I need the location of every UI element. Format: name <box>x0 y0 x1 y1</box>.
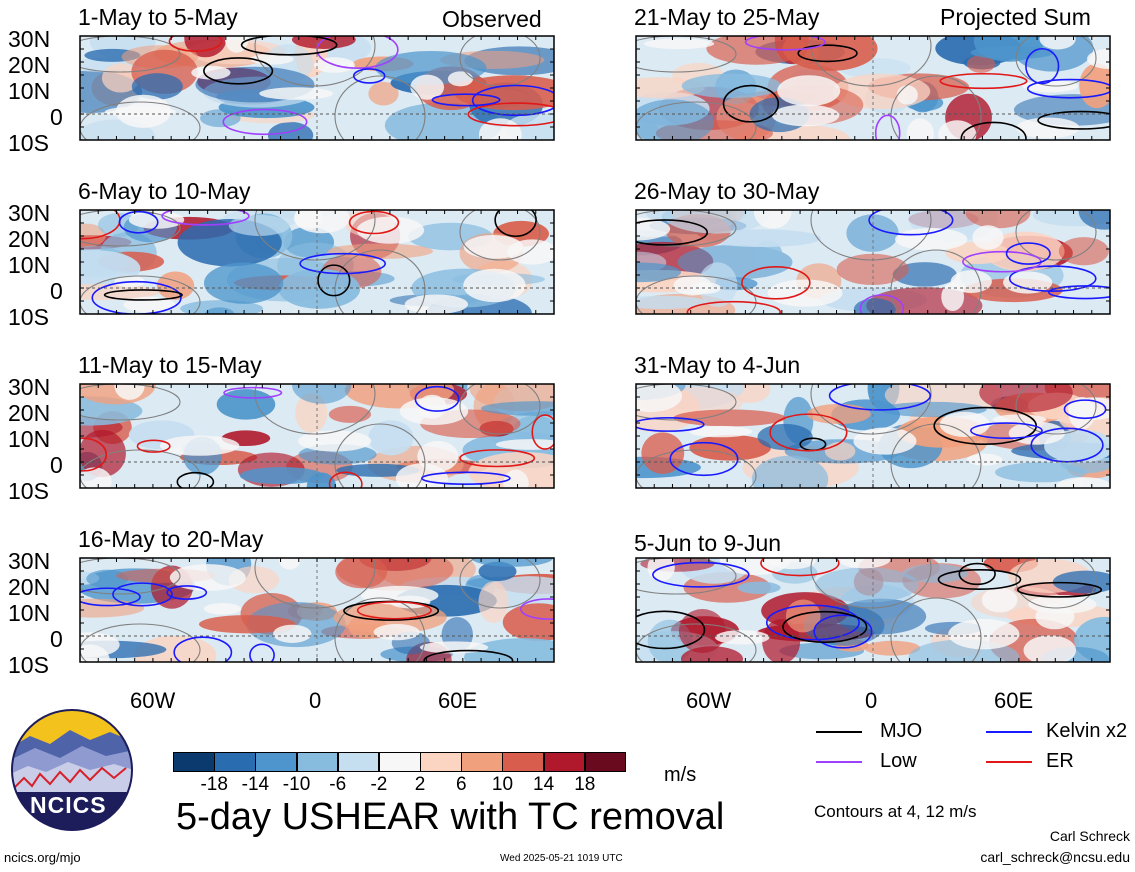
colorbar-swatch <box>296 752 339 772</box>
panel-title-5: 21-May to 25-May <box>634 4 820 30</box>
lat-label: 30N <box>8 374 51 400</box>
lat-label: 20N <box>8 574 51 600</box>
lat-label: 30N <box>8 548 51 574</box>
projected-sum-label: Projected Sum <box>940 4 1091 30</box>
lat-label: 10S <box>8 652 49 678</box>
colorbar-swatch <box>173 752 215 772</box>
ncics-logo: NCICS <box>10 708 134 832</box>
lat-label: 30N <box>8 200 51 226</box>
lat-label: 10N <box>8 600 51 626</box>
map-panel-7 <box>635 383 1111 489</box>
lat-label: 0 <box>50 452 63 478</box>
colorbar-tick-label: 14 <box>533 774 555 795</box>
panel-title-3: 11-May to 15-May <box>78 352 262 378</box>
map-panel-1 <box>79 35 555 141</box>
main-title: 5-day USHEAR with TC removal <box>176 796 725 838</box>
colorbar-tick-label: -2 <box>370 774 388 795</box>
colorbar-tick-label: 2 <box>414 774 426 795</box>
map-panel-8 <box>635 557 1111 663</box>
colorbar-swatch <box>255 752 298 772</box>
panel-title-4: 16-May to 20-May <box>78 526 264 552</box>
lat-label: 10S <box>8 130 49 156</box>
logo-text: NCICS <box>30 792 107 818</box>
lat-label: 20N <box>8 226 51 252</box>
colorbar-swatch <box>543 752 586 772</box>
colorbar-tick-label: 18 <box>574 774 596 795</box>
colorbar-tick-label: 10 <box>491 774 514 795</box>
footer-author: Carl Schreck <box>1049 828 1130 844</box>
map-panel-2 <box>79 209 555 315</box>
footer-website: ncics.org/mjo <box>4 850 81 865</box>
contour-note: Contours at 4, 12 m/s <box>814 802 977 821</box>
lon-label-0-left: 0 <box>309 688 322 713</box>
colorbar-swatch <box>214 752 256 772</box>
colorbar-tick-label: -18 <box>200 774 228 795</box>
map-panel-6 <box>635 209 1111 315</box>
lon-label-0-right: 0 <box>865 688 878 713</box>
colorbar-swatch <box>461 752 503 772</box>
colorbar-swatch <box>584 752 627 772</box>
lat-label: 10N <box>8 426 51 452</box>
legend-label-kelvin: Kelvin x2 <box>1046 720 1128 742</box>
lat-label: 10N <box>8 252 51 278</box>
lat-label: 30N <box>8 26 51 52</box>
panel-title-2: 6-May to 10-May <box>78 178 251 204</box>
panel-title-7: 31-May to 4-Jun <box>634 352 801 378</box>
lon-label-60w-left: 60W <box>130 688 176 713</box>
colorbar-swatch <box>378 752 421 772</box>
colorbar-unit: m/s <box>664 764 697 786</box>
legend-line-low <box>816 761 862 763</box>
legend-label-mjo: MJO <box>880 720 923 742</box>
legend-label-low: Low <box>880 750 917 772</box>
map-panel-4 <box>79 557 555 663</box>
map-panel-5 <box>635 35 1111 141</box>
legend-line-mjo <box>816 731 862 733</box>
panel-title-1: 1-May to 5-May <box>78 4 238 30</box>
footer-timestamp: Wed 2025-05-21 1019 UTC <box>500 853 623 864</box>
lon-label-60e-right: 60E <box>994 688 1034 713</box>
map-panel-3 <box>79 383 555 489</box>
panel-title-8: 5-Jun to 9-Jun <box>634 530 782 556</box>
colorbar-tick-label: -14 <box>241 774 270 795</box>
lat-label: 20N <box>8 400 51 426</box>
lat-label: 0 <box>50 626 63 652</box>
colorbar-swatch <box>337 752 380 772</box>
legend-line-kelvin <box>986 731 1032 733</box>
legend-label-er: ER <box>1046 750 1074 772</box>
colorbar-tick-label: -6 <box>329 774 347 795</box>
colorbar-tick-label: 6 <box>455 774 467 795</box>
observed-label: Observed <box>442 6 542 32</box>
panel-title-6: 26-May to 30-May <box>634 178 820 204</box>
lat-label: 10N <box>8 78 51 104</box>
colorbar <box>173 752 627 772</box>
lat-label: 10S <box>8 478 49 504</box>
lat-label: 10S <box>8 304 49 330</box>
lat-label: 20N <box>8 52 51 78</box>
colorbar-swatch <box>502 752 545 772</box>
legend-line-er <box>986 761 1032 763</box>
colorbar-swatch <box>420 752 462 772</box>
colorbar-tick-label: -10 <box>282 774 311 795</box>
lon-label-60w-right: 60W <box>686 688 732 713</box>
lat-label: 0 <box>50 104 63 130</box>
lat-label: 0 <box>50 278 63 304</box>
lon-label-60e-left: 60E <box>438 688 478 713</box>
footer-email: carl_schreck@ncsu.edu <box>980 849 1130 865</box>
